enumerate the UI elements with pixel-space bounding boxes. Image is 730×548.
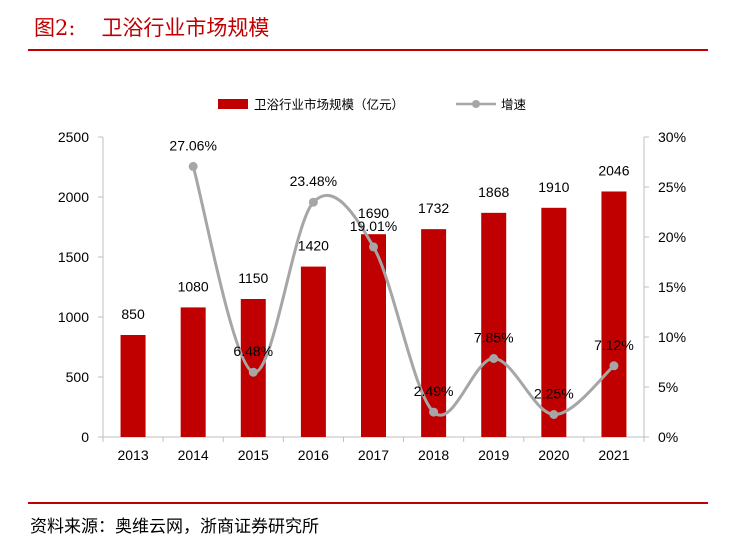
bar-data-label: 1910 xyxy=(538,179,569,195)
source-note: 资料来源：奥维云网，浙商证券研究所 xyxy=(30,517,319,537)
y-right-tick-label: 5% xyxy=(658,379,678,395)
bar-data-label: 1420 xyxy=(298,238,329,254)
growth-point-2020 xyxy=(549,410,559,419)
x-tick-label: 2013 xyxy=(117,447,148,463)
y-right-tick-label: 10% xyxy=(658,329,686,345)
growth-point-2017 xyxy=(369,242,378,252)
x-tick-label: 2021 xyxy=(598,447,629,463)
y-left-tick-label: 1500 xyxy=(58,249,89,265)
figure-title-text: 卫浴行业市场规模 xyxy=(101,16,270,40)
legend-bar-label: 卫浴行业市场规模（亿元） xyxy=(254,97,404,112)
growth-point-2014 xyxy=(188,161,198,171)
y-right-tick-label: 15% xyxy=(658,279,686,295)
bar-data-label: 2046 xyxy=(598,162,629,178)
figure-title: 图2: 卫浴行业市场规模 xyxy=(34,12,269,42)
growth-point-2021 xyxy=(609,361,619,371)
y-right-tick-label: 30% xyxy=(658,129,686,145)
bar-2020 xyxy=(541,207,567,437)
x-tick-label: 2016 xyxy=(298,447,329,463)
growth-point-2016 xyxy=(308,197,318,207)
x-tick-label: 2015 xyxy=(238,447,269,463)
bar-2016 xyxy=(300,266,326,437)
source-rule xyxy=(28,502,708,504)
growth-data-label: 2.49% xyxy=(414,383,454,399)
y-left-tick-label: 0 xyxy=(81,429,89,445)
bar-2021 xyxy=(601,191,627,437)
bar-data-label: 1868 xyxy=(478,184,509,200)
growth-point-2018 xyxy=(429,407,439,417)
y-left-tick-label: 2000 xyxy=(58,189,89,205)
growth-data-label: 6.48% xyxy=(233,343,273,359)
bar-2013 xyxy=(120,335,146,437)
x-tick-label: 2018 xyxy=(418,447,449,463)
y-left-tick-label: 1000 xyxy=(58,309,89,325)
figure-label: 图2: xyxy=(34,16,76,40)
growth-data-label: 7.12% xyxy=(594,337,634,353)
y-left-tick-label: 500 xyxy=(66,369,90,385)
legend-line-marker xyxy=(472,100,480,108)
title-rule xyxy=(28,49,708,51)
growth-data-label: 19.01% xyxy=(350,218,397,234)
y-left-tick-label: 2500 xyxy=(58,129,89,145)
bar-data-label: 850 xyxy=(121,306,145,322)
legend-line-label: 增速 xyxy=(501,97,527,112)
growth-data-label: 2.25% xyxy=(534,386,574,402)
y-right-tick-label: 20% xyxy=(658,229,686,245)
x-tick-label: 2017 xyxy=(358,447,389,463)
bar-data-label: 1732 xyxy=(418,200,449,216)
y-right-tick-label: 0% xyxy=(658,429,678,445)
bar-data-label: 1080 xyxy=(178,278,209,294)
growth-point-2015 xyxy=(248,367,258,377)
growth-point-2019 xyxy=(489,354,499,363)
legend-bar-swatch xyxy=(218,99,248,109)
x-tick-label: 2014 xyxy=(178,447,209,463)
x-tick-label: 2020 xyxy=(538,447,569,463)
bar-data-label: 1690 xyxy=(358,205,389,221)
bar-2014 xyxy=(180,307,206,437)
bar-2018 xyxy=(421,229,447,437)
bar-2019 xyxy=(481,212,507,437)
growth-data-label: 27.06% xyxy=(169,137,216,153)
y-right-tick-label: 25% xyxy=(658,179,686,195)
bar-data-label: 1150 xyxy=(238,270,268,286)
x-tick-label: 2019 xyxy=(478,447,509,463)
growth-data-label: 7.85% xyxy=(474,330,514,346)
growth-data-label: 23.48% xyxy=(290,173,337,189)
